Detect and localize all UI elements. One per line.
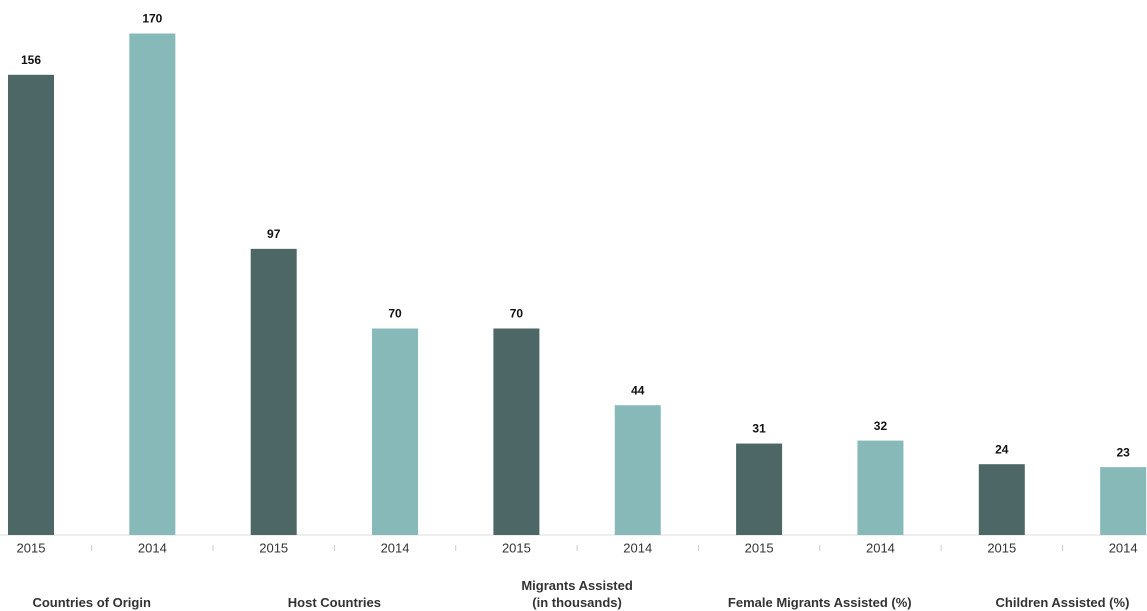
group-label-line: Female Migrants Assisted (%) — [728, 595, 912, 610]
group-label-line: Countries of Origin — [32, 595, 151, 610]
data-label: 32 — [874, 419, 888, 433]
data-label: 97 — [267, 227, 281, 241]
x-tick-label: 2015 — [259, 540, 288, 555]
bar — [614, 405, 661, 535]
bar — [372, 328, 419, 535]
group-label-line: Children Assisted (%) — [996, 595, 1130, 610]
x-tick-label: 2014 — [381, 540, 410, 555]
x-tick-label: 2014 — [623, 540, 652, 555]
bar — [857, 440, 904, 535]
data-label: 70 — [510, 307, 524, 321]
bar — [493, 328, 540, 535]
bar — [8, 74, 54, 536]
data-label: 24 — [995, 442, 1009, 456]
group-label: Host Countries — [288, 595, 381, 610]
data-label: 170 — [142, 12, 162, 26]
bar — [1100, 467, 1147, 535]
bar — [978, 464, 1025, 535]
bar — [250, 248, 297, 535]
x-tick-label: 2014 — [138, 540, 167, 555]
group-label: Children Assisted (%) — [996, 595, 1130, 610]
group-label: Countries of Origin — [32, 595, 151, 610]
bar — [736, 443, 783, 535]
x-tick-label: 2015 — [17, 540, 46, 555]
data-label: 31 — [752, 422, 766, 436]
data-label: 44 — [631, 383, 645, 397]
x-tick-label: 2014 — [866, 540, 895, 555]
x-tick-label: 2015 — [502, 540, 531, 555]
group-label-line: Host Countries — [288, 595, 381, 610]
group-label-line: (in thousands) — [532, 595, 622, 610]
x-tick-label: 2015 — [987, 540, 1016, 555]
data-label: 23 — [1116, 445, 1130, 459]
data-label: 156 — [21, 53, 41, 67]
group-label: Female Migrants Assisted (%) — [728, 595, 912, 610]
x-tick-label: 2015 — [745, 540, 774, 555]
group-label: Migrants Assisted (in thousands) — [521, 578, 633, 610]
data-label: 70 — [388, 307, 402, 321]
bar — [129, 33, 176, 535]
group-label-line: Migrants Assisted — [521, 578, 633, 593]
x-tick-label: 2014 — [1109, 540, 1138, 555]
